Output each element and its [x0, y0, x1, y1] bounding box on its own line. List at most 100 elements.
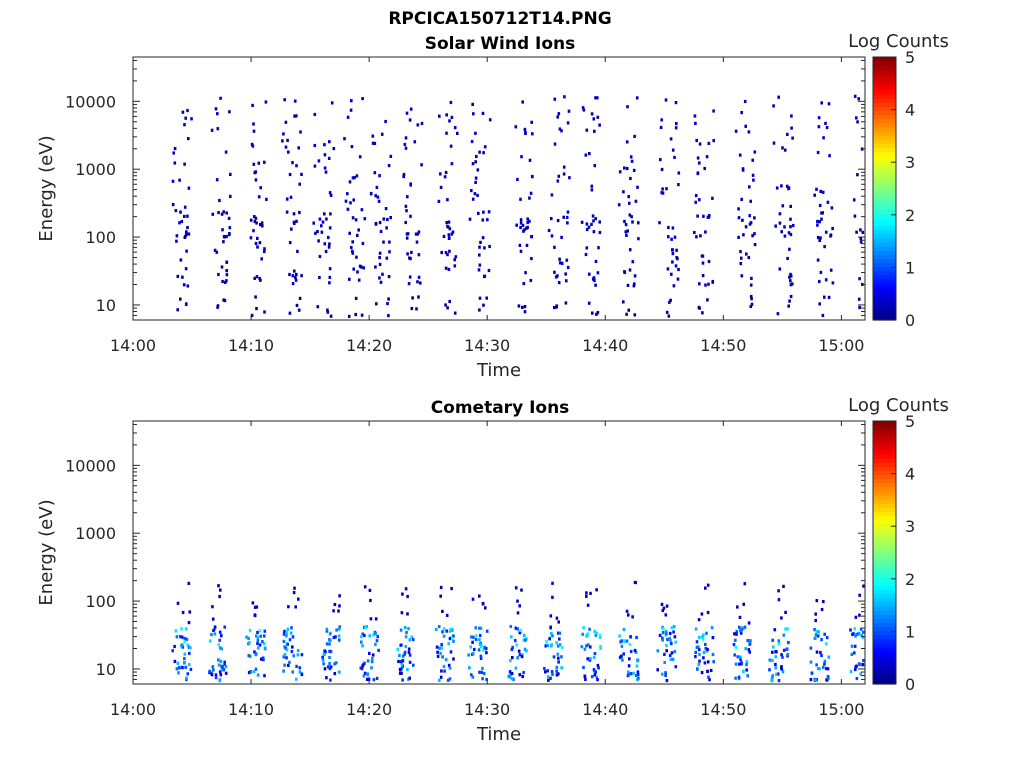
heatmap-cell: [629, 672, 633, 676]
heatmap-cell: [753, 232, 756, 236]
heatmap-cell: [820, 638, 823, 642]
heatmap-cell: [350, 245, 353, 250]
heatmap-cell: [553, 142, 557, 146]
colorbar-swatch: [873, 593, 896, 599]
heatmap-cell: [668, 653, 672, 657]
heatmap-cell: [852, 198, 856, 202]
y-axis-label: Energy (eV): [36, 499, 57, 605]
heatmap-cell: [252, 670, 256, 674]
heatmap-cell: [291, 282, 295, 286]
colorbar-swatch: [873, 233, 896, 239]
heatmap-cell: [698, 161, 701, 165]
heatmap-cell: [529, 278, 533, 283]
heatmap-cell: [855, 230, 858, 234]
heatmap-cell: [666, 267, 670, 271]
heatmap-cell: [747, 255, 751, 260]
heatmap-cell: [357, 228, 360, 232]
colorbar-swatch: [873, 299, 896, 305]
heatmap-cell: [478, 296, 482, 300]
heatmap-cell: [176, 274, 180, 278]
heatmap-cell: [656, 649, 660, 653]
heatmap-cell: [595, 675, 599, 679]
heatmap-cell: [217, 663, 221, 667]
heatmap-cell: [734, 662, 738, 666]
heatmap-cell: [558, 637, 561, 641]
heatmap-cell: [488, 118, 492, 122]
heatmap-cell: [483, 645, 486, 649]
heatmap-cell: [636, 659, 639, 663]
heatmap-cell: [482, 672, 486, 676]
heatmap-cell: [387, 297, 390, 301]
heatmap-cell: [598, 123, 601, 127]
heatmap-cell: [742, 602, 745, 606]
y-axis-label: Energy (eV): [36, 135, 57, 241]
colorbar-swatch: [873, 135, 896, 140]
heatmap-cell: [625, 639, 629, 643]
heatmap-cell: [398, 667, 402, 671]
heatmap-cell: [406, 594, 409, 599]
heatmap-cell: [750, 302, 754, 306]
heatmap-cell: [408, 275, 412, 279]
heatmap-cell: [849, 670, 853, 674]
heatmap-cell: [328, 655, 331, 660]
heatmap-cell: [853, 94, 857, 98]
heatmap-cell: [406, 612, 409, 616]
heatmap-cell: [173, 659, 177, 663]
heatmap-cell: [592, 117, 596, 121]
heatmap-cell: [514, 125, 518, 129]
heatmap-cell: [374, 265, 377, 269]
heatmap-cell: [693, 114, 697, 118]
y-tick-label: 10000: [65, 456, 116, 475]
heatmap-cell: [368, 588, 372, 592]
colorbar-swatch: [873, 449, 896, 455]
heatmap-cell: [397, 659, 400, 664]
heatmap-cell: [338, 594, 341, 598]
colorbar-swatch: [873, 486, 896, 492]
heatmap-cell: [212, 668, 215, 672]
heatmap-cell: [255, 221, 258, 225]
heatmap-cell: [744, 124, 747, 128]
heatmap-cell: [220, 668, 224, 672]
heatmap-cell: [625, 233, 628, 237]
heatmap-cell: [626, 229, 629, 233]
heatmap-cell: [596, 96, 599, 100]
heatmap-cell: [676, 277, 680, 281]
colorbar-swatch: [873, 291, 896, 296]
heatmap-cell: [590, 675, 594, 679]
heatmap-cell: [585, 591, 588, 595]
heatmap-cell: [528, 158, 532, 162]
heatmap-cell: [252, 129, 256, 133]
heatmap-cell: [183, 652, 187, 656]
heatmap-cell: [364, 626, 367, 630]
heatmap-cell: [180, 635, 184, 639]
colorbar-swatch: [873, 597, 896, 603]
heatmap-cell: [668, 636, 672, 640]
heatmap-cell: [667, 314, 671, 318]
heatmap-cell: [822, 600, 825, 604]
y-tick-label: 10000: [65, 92, 116, 111]
heatmap-cell: [519, 628, 522, 632]
x-tick-label: 14:40: [582, 700, 628, 719]
colorbar-swatch: [873, 89, 896, 95]
heatmap-cell: [479, 654, 483, 658]
heatmap-cell: [406, 667, 409, 672]
heatmap-cell: [770, 676, 774, 680]
heatmap-cell: [180, 219, 184, 224]
heatmap-cell: [660, 191, 663, 195]
x-tick-label: 14:10: [228, 336, 274, 355]
heatmap-cell: [552, 655, 556, 659]
colorbar-swatch: [873, 466, 896, 471]
heatmap-cell: [530, 235, 533, 239]
heatmap-cell: [585, 594, 588, 598]
heatmap-cell: [629, 649, 633, 654]
heatmap-cell: [265, 197, 268, 201]
colorbar-tick-label: 3: [905, 517, 915, 536]
heatmap-cell: [738, 662, 741, 666]
heatmap-cell: [776, 312, 780, 316]
colorbar-swatch: [873, 196, 896, 202]
heatmap-cell: [750, 297, 753, 301]
heatmap-cell: [448, 227, 452, 231]
heatmap-cell: [218, 594, 221, 599]
colorbar-swatch: [873, 114, 896, 120]
